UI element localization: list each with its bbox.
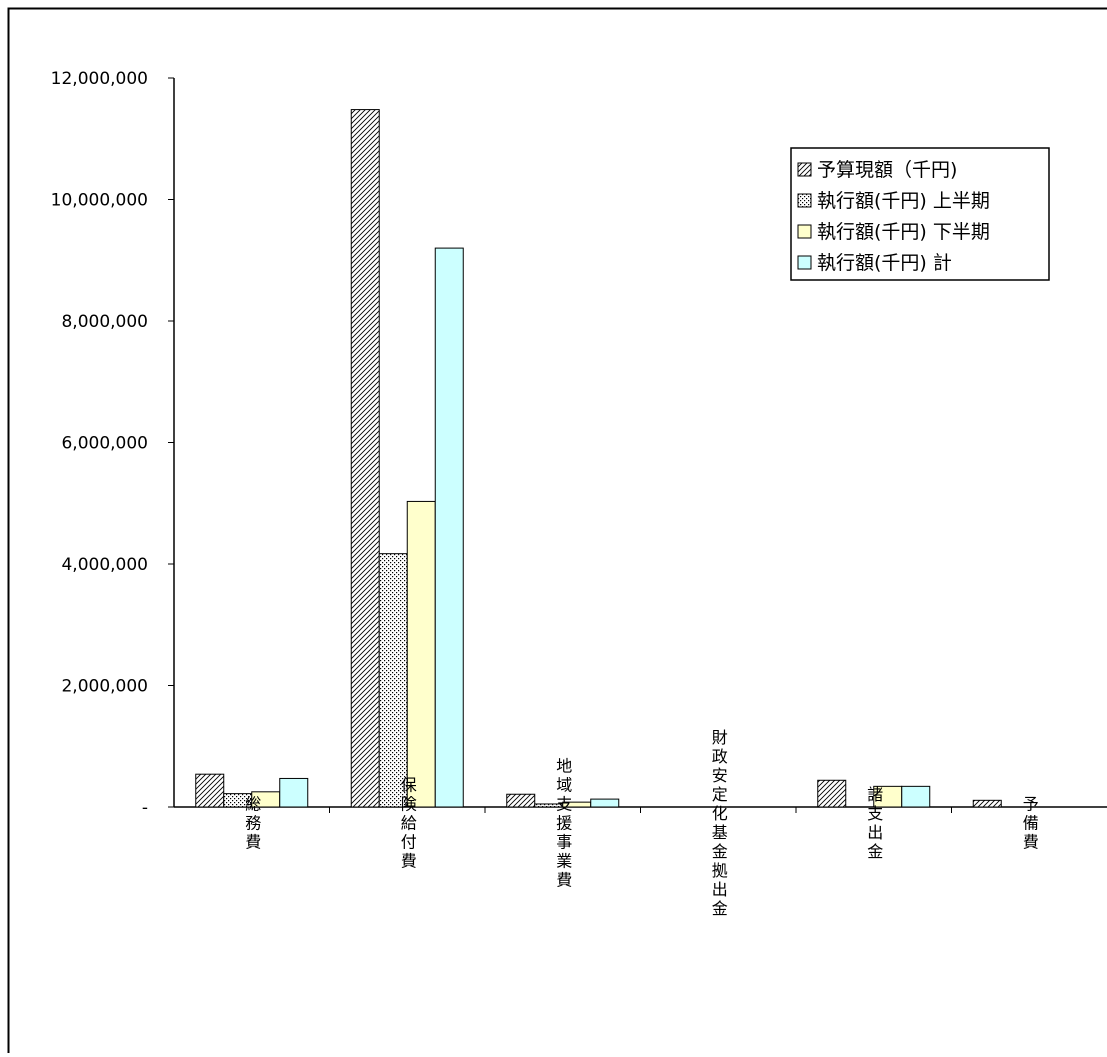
bar bbox=[351, 110, 379, 807]
bar bbox=[902, 786, 930, 807]
legend-label: 執行額(千円) 下半期 bbox=[817, 221, 990, 243]
legend-label: 予算現額（千円) bbox=[817, 159, 957, 181]
bar bbox=[818, 780, 846, 807]
y-tick-label: 6,000,000 bbox=[61, 434, 148, 454]
bar bbox=[407, 501, 435, 807]
y-tick-label: 10,000,000 bbox=[51, 191, 148, 211]
x-category-label: 諸支出金 bbox=[864, 786, 883, 862]
legend-label: 執行額(千円) 上半期 bbox=[817, 190, 990, 212]
y-tick-label: 8,000,000 bbox=[61, 312, 148, 332]
legend-swatch bbox=[798, 225, 811, 238]
x-category-label: 財政安定化基金拠出金 bbox=[709, 729, 728, 919]
bar bbox=[591, 799, 619, 807]
bar bbox=[280, 778, 308, 807]
bar bbox=[196, 774, 224, 807]
x-category-label: 予備費 bbox=[1020, 796, 1039, 853]
bar bbox=[507, 794, 535, 807]
y-tick-label: 4,000,000 bbox=[61, 555, 148, 575]
legend-swatch bbox=[798, 163, 811, 176]
bar bbox=[435, 248, 463, 807]
legend-swatch bbox=[798, 256, 811, 269]
y-tick-label: 12,000,000 bbox=[51, 69, 148, 89]
legend-label: 執行額(千円) 計 bbox=[817, 252, 952, 274]
bar bbox=[973, 800, 1001, 807]
y-tick-label: 2,000,000 bbox=[61, 677, 148, 697]
bar bbox=[379, 554, 407, 807]
x-category-label: 地域支援事業費 bbox=[553, 758, 572, 891]
y-tick-label: - bbox=[142, 798, 148, 818]
legend-swatch bbox=[798, 194, 811, 207]
x-category-label: 総務費 bbox=[242, 796, 261, 853]
x-category-label: 保険給付費 bbox=[398, 777, 417, 872]
